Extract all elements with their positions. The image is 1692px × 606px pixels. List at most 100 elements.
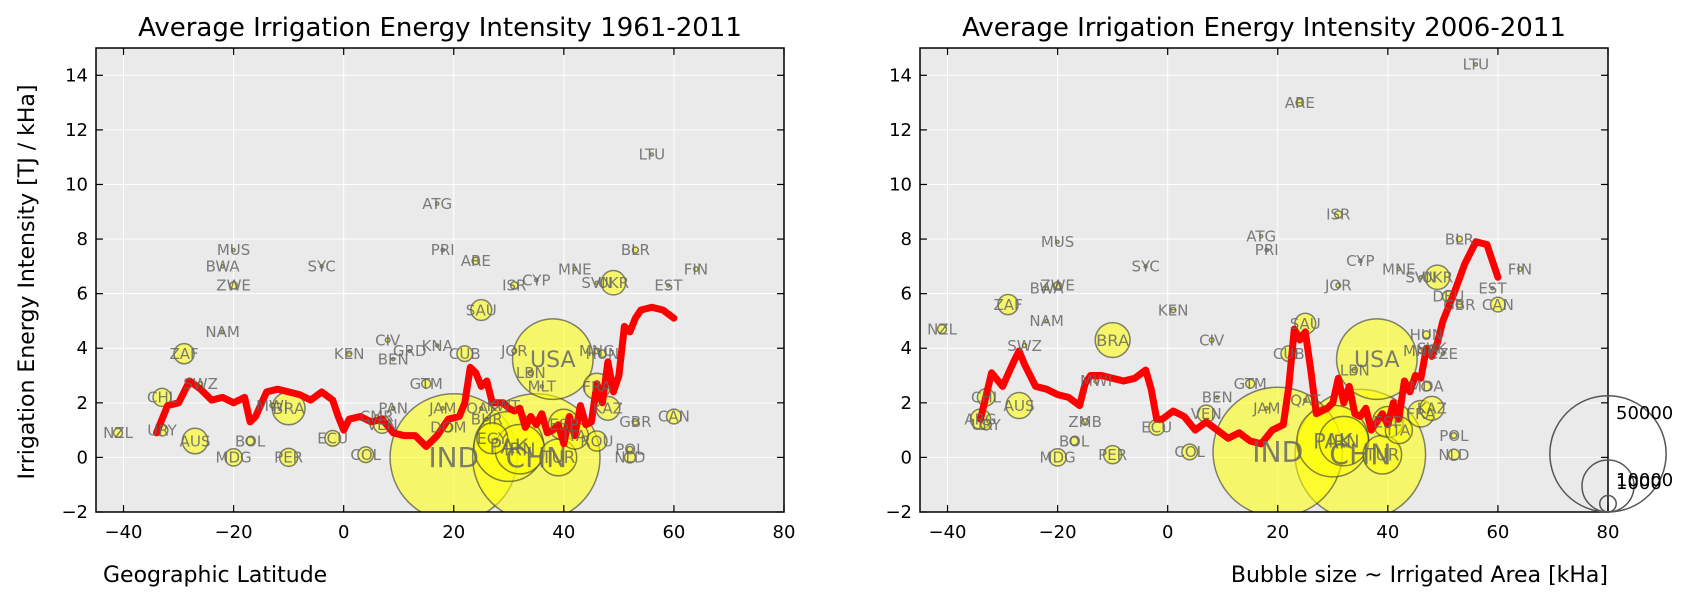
point-label: CMR [360, 408, 394, 426]
point-label: USA [530, 348, 576, 373]
bubble-point [1335, 282, 1342, 289]
y-tick-label: 14 [889, 65, 912, 86]
point-label: LTU [1463, 56, 1489, 74]
point-label: HUN [586, 345, 619, 363]
point-label: PRI [1255, 241, 1279, 259]
bubble-point [1473, 62, 1479, 67]
point-label: LTU [639, 146, 665, 164]
point-label: EST [654, 277, 683, 295]
y-tick-label: 8 [901, 229, 912, 250]
bubble-point [1143, 264, 1148, 269]
point-label: SWZ [183, 375, 218, 393]
point-label: SVN [581, 274, 612, 292]
point-label: MDG [216, 449, 252, 467]
bubble-point [1264, 406, 1270, 411]
bubble-point [1418, 275, 1424, 280]
point-label: ZWE [216, 277, 251, 295]
x-tick-label: 20 [1266, 522, 1289, 543]
bubble-point [456, 345, 474, 363]
bubble-point [1440, 351, 1446, 357]
point-label: CHN [1329, 439, 1391, 472]
bubble-point [600, 269, 627, 296]
point-label: NZL [927, 320, 957, 338]
chart-panel-right: NZLARGURYAUSCHLSWZZAFNAMMUSBWAZWESYCMDGB… [885, 13, 1619, 543]
point-label: MLT [528, 378, 557, 396]
x-axis-label-right: Bubble size ~ Irrigated Area [kHa] [1231, 563, 1608, 588]
bubble-point [1517, 266, 1523, 273]
bubble-point [220, 264, 225, 269]
point-label: ARG [964, 410, 996, 428]
y-tick-label: 2 [77, 393, 88, 414]
point-label: CZE [1428, 345, 1458, 363]
bubble-point [1069, 436, 1079, 446]
point-label: BEN [1202, 389, 1233, 407]
y-tick-label: −2 [885, 502, 912, 523]
y-tick-label: 6 [901, 284, 912, 305]
bubble-point [1295, 98, 1305, 108]
point-label: SAU [466, 301, 497, 319]
point-label: BOL [235, 432, 266, 450]
point-label: ARE [461, 252, 491, 270]
bubble-point [1419, 395, 1445, 421]
y-tick-label: −2 [61, 502, 88, 523]
point-label: BRA [272, 399, 305, 418]
point-label: COL [1174, 443, 1205, 461]
bubble-point [476, 422, 509, 455]
point-label: ECU [1141, 419, 1172, 437]
bubble-point [665, 408, 683, 425]
point-label: KAZ [1417, 400, 1447, 418]
point-label: NLD [614, 449, 645, 467]
x-tick-label: 40 [1376, 522, 1399, 543]
bubble-point [319, 264, 324, 269]
y-tick-label: 0 [77, 447, 88, 468]
x-tick-label: 60 [1486, 522, 1509, 543]
point-label: QAT [466, 400, 497, 418]
y-tick-label: 8 [77, 229, 88, 250]
bubble-point [1005, 391, 1033, 420]
point-label: FRA [582, 378, 612, 396]
point-label: QAT [1290, 391, 1321, 409]
bubble-point [1264, 247, 1270, 253]
point-label: ARE [1285, 94, 1315, 112]
point-label: MNE [558, 260, 592, 278]
point-label: CAN [658, 408, 690, 426]
x-tick-label: −20 [1039, 522, 1077, 543]
trend-line [977, 238, 1502, 448]
point-label: BHR [471, 410, 503, 428]
bubble-point [1490, 285, 1495, 291]
trend-line [153, 303, 678, 450]
point-label: ISR [1326, 206, 1350, 224]
point-label: EGY [477, 429, 508, 448]
bubble-point [479, 406, 484, 411]
point-label: ESP [1373, 412, 1403, 431]
point-label: MWI [256, 397, 288, 415]
point-label: POL [615, 440, 645, 458]
point-label: CYP [522, 271, 550, 289]
bubble-point [997, 293, 1019, 316]
bubble-point [527, 369, 535, 377]
plot-frame [95, 47, 785, 513]
bubble-point [1244, 378, 1256, 389]
point-label: SVK [1417, 339, 1448, 357]
bubble-point [1055, 239, 1060, 245]
bubble-point [224, 448, 243, 467]
y-tick-label: 4 [77, 338, 88, 359]
bubble-point [269, 402, 276, 409]
point-label: SVN [1405, 269, 1436, 287]
bubble-point [1424, 264, 1451, 291]
bubble-point [220, 329, 225, 335]
point-label: PAN [378, 400, 408, 418]
bubble-point [936, 323, 948, 335]
x-tick-label: −40 [105, 522, 143, 543]
point-label: ZAF [169, 345, 198, 363]
point-label: BLR [621, 241, 650, 259]
bubble-point [1048, 448, 1067, 467]
legend-size-label: 10000 [1616, 470, 1673, 491]
bubble-point [1181, 443, 1199, 461]
point-label: ATG [1246, 228, 1276, 246]
bubble-point [434, 201, 440, 206]
